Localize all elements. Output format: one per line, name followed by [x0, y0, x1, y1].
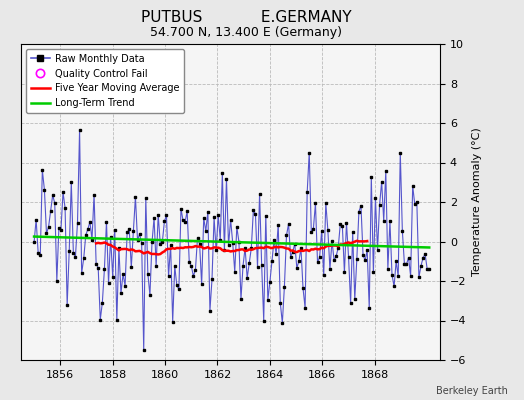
Legend: Raw Monthly Data, Quality Control Fail, Five Year Moving Average, Long-Term Tren: Raw Monthly Data, Quality Control Fail, …: [26, 49, 184, 113]
Text: Berkeley Earth: Berkeley Earth: [436, 386, 508, 396]
Y-axis label: Temperature Anomaly (°C): Temperature Anomaly (°C): [472, 128, 482, 276]
Text: PUTBUS            E.GERMANY: PUTBUS E.GERMANY: [141, 10, 352, 25]
Text: 54.700 N, 13.400 E (Germany): 54.700 N, 13.400 E (Germany): [150, 26, 342, 39]
